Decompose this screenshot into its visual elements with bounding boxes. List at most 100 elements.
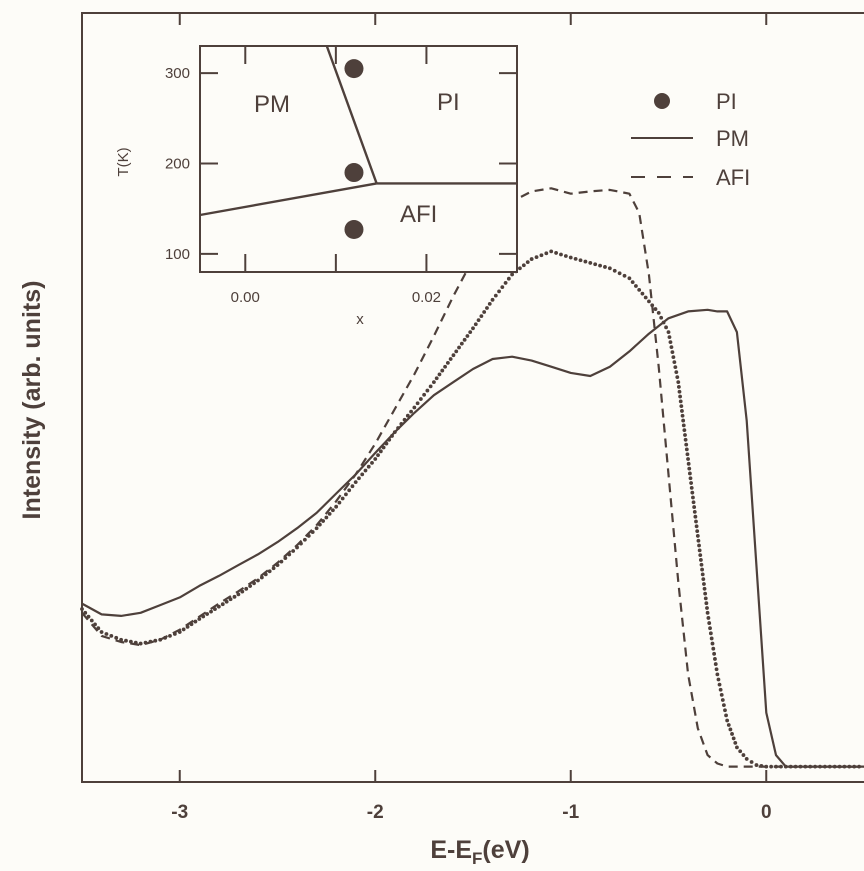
series-point [694,524,699,529]
series-point [659,315,664,320]
series-point [684,442,689,447]
series-point [798,764,803,769]
inset-x-tick-label: 0.02 [412,289,441,306]
main-plot-area: -3 -2 -1 0 [80,12,864,823]
series-point [197,617,202,621]
inset-y-tick-label: 100 [165,246,190,263]
legend-label-pm: PM [716,126,749,151]
series-point [434,376,439,381]
series-point [656,311,661,315]
series-point [573,256,578,261]
series-point [857,764,862,769]
series-point [707,621,712,625]
inset-x-tick-label: 0.00 [231,289,260,306]
series-point [525,260,530,265]
series-point [672,360,677,365]
series-point [353,480,358,484]
series-point [347,488,352,493]
series-point [232,594,237,599]
series-point [376,453,380,458]
x-tick-label: -2 [367,802,384,823]
series-point [437,372,442,377]
series-point [440,368,445,373]
series-point [674,370,679,375]
series-point [687,466,692,471]
series-point [384,441,389,446]
y-axis-title: Intensity (arb. units) [18,281,46,520]
series-point [330,508,335,513]
legend-dot-symbol [654,93,670,109]
inset-x-axis-title: x [356,311,364,328]
series-point [686,457,690,461]
series-point [302,537,307,542]
series-point [267,569,272,574]
series-point [209,609,213,614]
series-point [518,266,522,271]
series-point [228,597,233,602]
series-point [334,504,339,509]
series-point [710,641,715,646]
series-point [696,538,701,543]
series-point [689,481,694,485]
series-point [344,492,348,497]
series-point [340,496,345,501]
series-point [703,591,708,596]
series-point [685,452,690,457]
series-point [701,577,706,582]
series-point [717,682,722,687]
series-point [432,380,436,385]
series-point [673,365,678,370]
series-point [637,287,642,292]
series-point [691,500,696,505]
series-point [80,607,84,611]
series-point [738,749,743,754]
series-point [653,307,658,311]
series-point [476,318,481,323]
series-point [216,604,221,609]
x-tick-label: -3 [171,802,188,823]
series-point [711,646,716,651]
series-point [647,299,651,304]
inset-phase-diagram: 100 200 300 0.00 0.02 PM PI AFI T(K) x [115,45,518,328]
series-point [692,509,697,514]
series-point [704,601,709,606]
series-point [716,677,721,682]
series-point [666,330,671,335]
inset-ticks: 100 200 300 0.00 0.02 [165,46,517,306]
series-point [506,276,511,281]
series-point [279,559,284,564]
series-point [396,426,400,430]
series-point [640,291,645,296]
series-point [138,641,143,646]
main-series-group [80,187,864,769]
series-point [728,727,733,732]
series-point [689,485,694,490]
series-point [706,616,711,620]
series-point [731,736,736,741]
series-point [503,281,508,285]
series-point [418,397,423,401]
series-point [370,460,374,465]
series-point [593,262,598,267]
series-point [220,602,225,607]
series-point [583,259,588,264]
series-point [93,622,97,627]
series-point [314,526,319,531]
series-point [695,534,700,538]
series-point [99,630,104,634]
series-point [402,417,407,422]
series-point [723,708,727,713]
series-point [669,345,674,350]
series-line-pm [81,308,864,768]
series-point [680,413,685,418]
series-point [399,422,404,426]
series-point [168,633,172,638]
series-point [730,732,734,736]
series-point [422,392,427,397]
series-point [681,423,686,428]
series-point [769,764,774,769]
series-point [86,614,91,619]
series-point [521,263,526,268]
series-point [676,385,681,389]
series-point [827,764,832,769]
